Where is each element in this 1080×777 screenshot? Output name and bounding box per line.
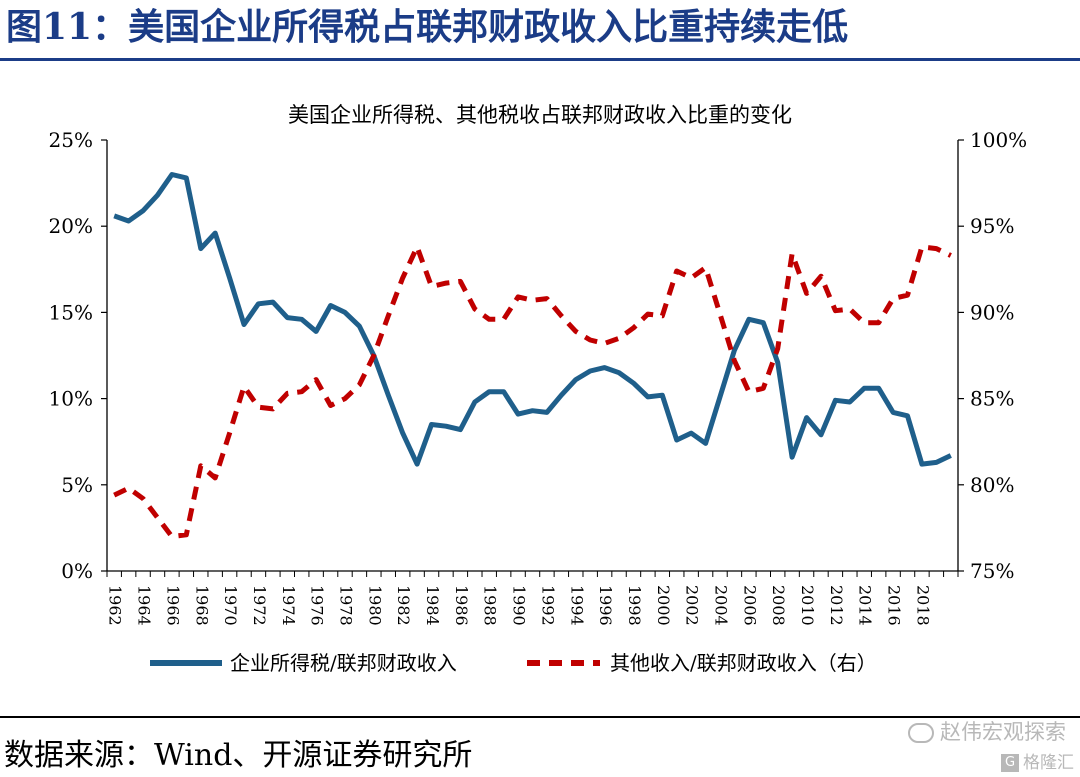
y-left-tick-label: 15% (49, 300, 93, 324)
y-left-tick-label: 10% (49, 387, 93, 411)
y-right-tick-labels: 75% 80% 85% 90% 95% 100% (958, 128, 1027, 583)
y-left-tick-label: 25% (49, 128, 93, 152)
x-tick-label: 2004 (712, 585, 731, 626)
x-tick-label: 1998 (625, 585, 644, 626)
x-tick-label: 1994 (567, 585, 586, 626)
chart-title: 美国企业所得税、其他税收占联邦财政收入比重的变化 (288, 103, 792, 127)
x-tick-label: 2016 (885, 585, 904, 626)
x-tick-label: 1966 (163, 585, 182, 626)
x-tick-label: 2008 (769, 585, 788, 626)
series-line-corporate-tax (113, 172, 952, 467)
footer-rule (0, 716, 1080, 718)
x-tick-label: 1986 (452, 585, 471, 626)
x-tick-labels: 1962 1964 1966 1968 1970 1972 1974 1976 1978 1980… (106, 571, 959, 626)
x-tick-label: 2012 (827, 585, 846, 626)
x-tick-label: 1982 (394, 585, 413, 626)
x-tick-label: 1990 (510, 585, 529, 626)
figure-title: 图11：美国企业所得税占联邦财政收入比重持续走低 (6, 6, 849, 48)
y-left-tick-label: 0% (61, 559, 93, 583)
x-tick-label: 1972 (250, 585, 269, 626)
x-tick-label: 1992 (538, 585, 557, 626)
x-tick-label: 2014 (856, 585, 875, 626)
legend-label-other-revenue: 其他收入/联邦财政收入（右） (610, 651, 877, 675)
y-right-tick-label: 95% (970, 214, 1014, 238)
watermark-text: 赵伟宏观探索 (940, 720, 1066, 744)
x-tick-label: 1984 (423, 585, 442, 626)
x-tick-label: 2002 (683, 585, 702, 626)
x-tick-label: 1996 (596, 585, 615, 626)
x-tick-label: 1968 (192, 585, 211, 626)
chat-bubble-icon (908, 723, 934, 743)
y-left-tick-label: 5% (61, 473, 93, 497)
legend-label-corporate-tax: 企业所得税/联邦财政收入 (230, 651, 457, 675)
x-tick-label: 2006 (740, 585, 759, 626)
y-right-tick-label: 90% (970, 300, 1014, 324)
x-tick-label: 2000 (654, 585, 673, 626)
x-tick-label: 1970 (221, 585, 240, 626)
x-tick-label: 1988 (481, 585, 500, 626)
y-left-tick-labels: 0% 5% 10% 15% 20% 25% (49, 128, 107, 583)
x-tick-label: 1978 (336, 585, 355, 626)
watermark-secondary-text: 格隆汇 (1023, 753, 1074, 773)
x-tick-label: 1980 (365, 585, 384, 626)
series-lines (113, 172, 952, 539)
y-right-tick-label: 85% (970, 387, 1014, 411)
watermark-secondary: G 格隆汇 (1001, 748, 1074, 773)
x-tick-label: 1964 (135, 585, 154, 626)
g-logo-icon: G (1001, 754, 1019, 772)
y-right-tick-label: 75% (970, 559, 1014, 583)
x-tick-label: 2018 (913, 585, 932, 626)
source-note: 数据来源：Wind、开源证券研究所 (4, 738, 473, 773)
y-left-tick-label: 20% (49, 214, 93, 238)
x-tick-label: 1976 (308, 585, 327, 626)
y-right-tick-label: 80% (970, 473, 1014, 497)
legend: 企业所得税/联邦财政收入 其他收入/联邦财政收入（右） (150, 651, 877, 675)
watermark: 赵伟宏观探索 (908, 716, 1066, 746)
chart-axes (106, 140, 959, 572)
line-chart: 美国企业所得税、其他税收占联邦财政收入比重的变化 0% 5% 10% 15% 20% 25… (49, 103, 1028, 675)
title-rule (0, 58, 1080, 61)
x-tick-label: 2010 (798, 585, 817, 626)
series-line-other-revenue (113, 244, 952, 539)
x-tick-label: 1962 (106, 585, 125, 626)
y-right-tick-label: 100% (970, 128, 1027, 152)
x-tick-label: 1974 (279, 585, 298, 626)
